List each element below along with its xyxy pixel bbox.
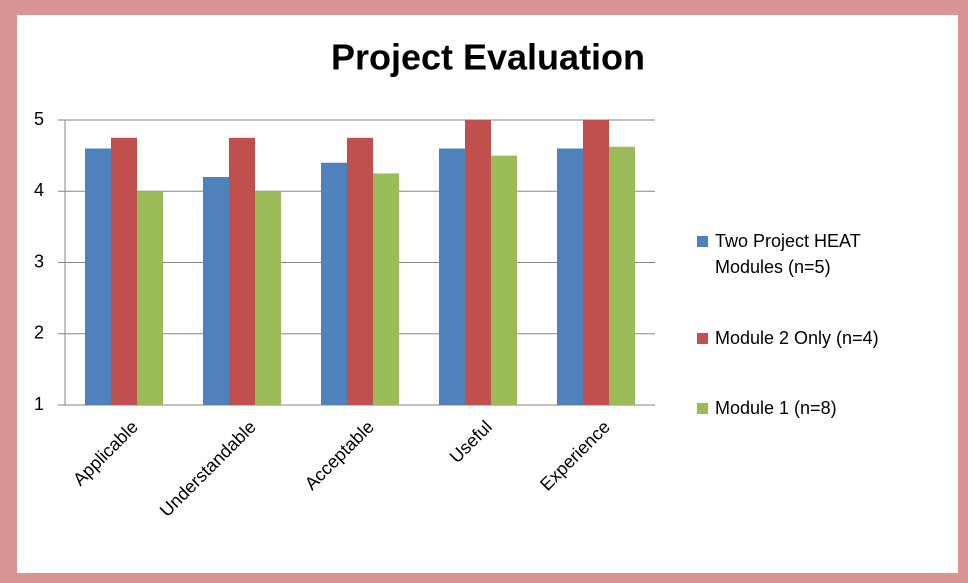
bar: [137, 191, 163, 405]
legend-label: Module 2 Only (n=4): [715, 328, 879, 348]
bar: [229, 137, 255, 405]
y-tick-label: 1: [34, 394, 44, 414]
bar: [439, 148, 465, 405]
x-tick-label: Applicable: [69, 417, 142, 490]
legend-swatch: [697, 333, 708, 344]
x-tick-label: Understandable: [156, 417, 260, 521]
x-tick-label: Useful: [446, 417, 496, 467]
x-tick-label: Experience: [536, 417, 614, 495]
chart: Project Evaluation 1 2 3 4 5 Applicable Unders…: [34, 37, 655, 521]
bar: [255, 191, 281, 405]
bar: [491, 155, 517, 405]
bar: [85, 148, 111, 405]
y-tick-label: 4: [34, 180, 44, 200]
bar: [321, 162, 347, 405]
bar: [609, 146, 635, 405]
legend-swatch: [697, 403, 708, 414]
legend-label: Two Project HEAT Modules (n=5): [715, 231, 861, 277]
bar: [347, 137, 373, 405]
bar: [465, 120, 491, 405]
x-tick-label: Acceptable: [301, 417, 378, 494]
bar: [373, 173, 399, 405]
legend-entry: Module 1 (n=8): [697, 395, 945, 421]
legend-entry: Module 2 Only (n=4): [697, 325, 945, 351]
bar: [557, 148, 583, 405]
chart-title: Project Evaluation: [331, 37, 645, 78]
y-tick-label: 3: [34, 251, 44, 271]
y-tick-label: 2: [34, 323, 44, 343]
legend-label: Module 1 (n=8): [715, 398, 837, 418]
bar: [583, 120, 609, 405]
chart-area: Project Evaluation 1 2 3 4 5 Applicable Unders…: [17, 15, 958, 573]
bar: [111, 137, 137, 405]
bar: [203, 177, 229, 405]
y-tick-label: 5: [34, 109, 44, 129]
legend-entry: Two Project HEAT Modules (n=5): [697, 228, 920, 280]
legend-swatch: [697, 236, 708, 247]
